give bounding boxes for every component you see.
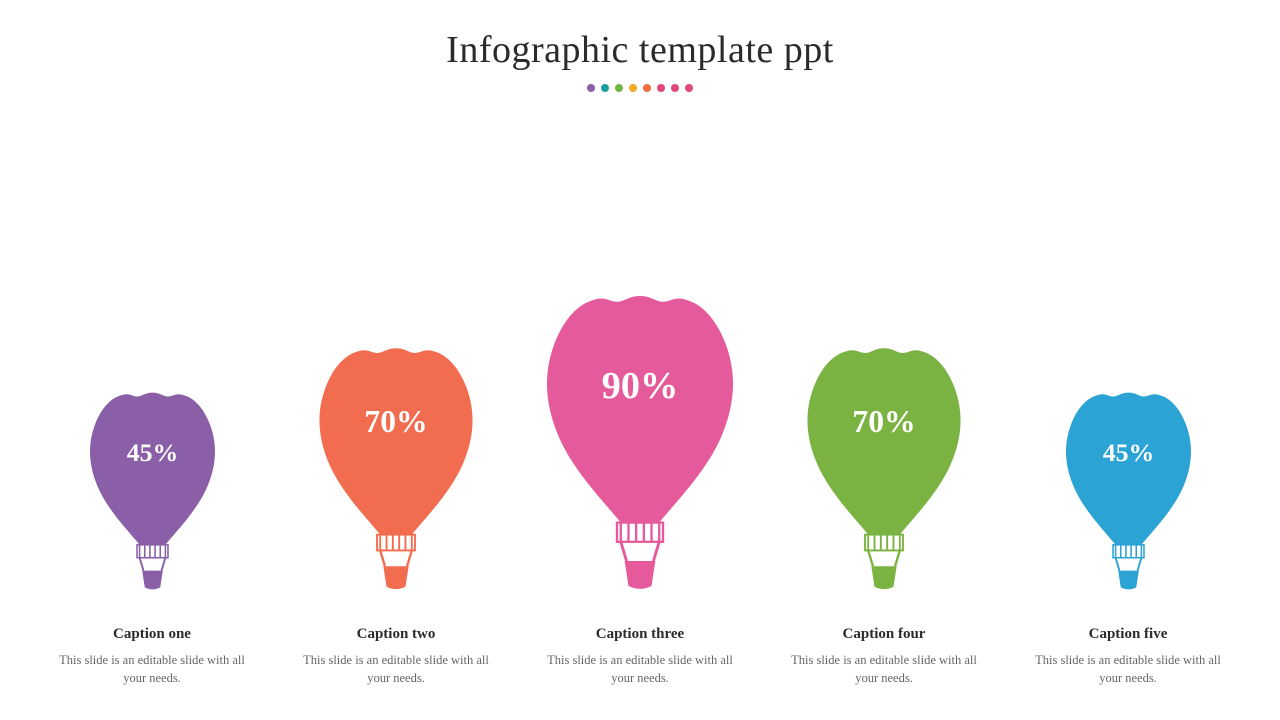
caption-block: Caption four This slide is an editable sl…: [764, 626, 1004, 689]
balloon-item: 90%: [520, 292, 760, 590]
balloon-percent-label: 45%: [1102, 438, 1154, 467]
caption-block: Caption one This slide is an editable sli…: [32, 626, 272, 689]
caption-title: Caption three: [520, 626, 760, 643]
decorative-dot: [657, 84, 665, 92]
balloon-icon: 90%: [544, 292, 736, 590]
caption-block: Caption three This slide is an editable s…: [520, 626, 760, 689]
balloon-item: 45%: [1008, 390, 1248, 590]
balloon-icon: 70%: [317, 345, 475, 590]
balloon-percent-label: 45%: [126, 438, 178, 467]
balloons-row: 45% 70% 90% 70% 45%: [0, 292, 1280, 590]
caption-description: This slide is an editable slide with all…: [520, 651, 760, 689]
caption-title: Caption two: [276, 626, 516, 643]
caption-block: Caption two This slide is an editable sli…: [276, 626, 516, 689]
balloon-percent-label: 90%: [602, 365, 679, 407]
balloon-icon: 45%: [1064, 390, 1193, 590]
balloon-icon: 45%: [88, 390, 217, 590]
decorative-dot: [587, 84, 595, 92]
caption-description: This slide is an editable slide with all…: [276, 651, 516, 689]
caption-block: Caption five This slide is an editable sl…: [1008, 626, 1248, 689]
decorative-dots: [0, 84, 1280, 92]
caption-title: Caption five: [1008, 626, 1248, 643]
decorative-dot: [671, 84, 679, 92]
decorative-dot: [685, 84, 693, 92]
decorative-dot: [615, 84, 623, 92]
caption-description: This slide is an editable slide with all…: [1008, 651, 1248, 689]
caption-description: This slide is an editable slide with all…: [764, 651, 1004, 689]
captions-row: Caption oneThis slide is an editable sli…: [0, 626, 1280, 689]
balloon-percent-label: 70%: [364, 404, 427, 439]
caption-title: Caption four: [764, 626, 1004, 643]
page-title: Infographic template ppt: [0, 0, 1280, 72]
balloon-item: 70%: [764, 345, 1004, 590]
decorative-dot: [601, 84, 609, 92]
balloon-item: 45%: [32, 390, 272, 590]
caption-description: This slide is an editable slide with all…: [32, 651, 272, 689]
balloon-percent-label: 70%: [852, 404, 915, 439]
balloon-icon: 70%: [805, 345, 963, 590]
balloon-item: 70%: [276, 345, 516, 590]
caption-title: Caption one: [32, 626, 272, 643]
decorative-dot: [629, 84, 637, 92]
decorative-dot: [643, 84, 651, 92]
